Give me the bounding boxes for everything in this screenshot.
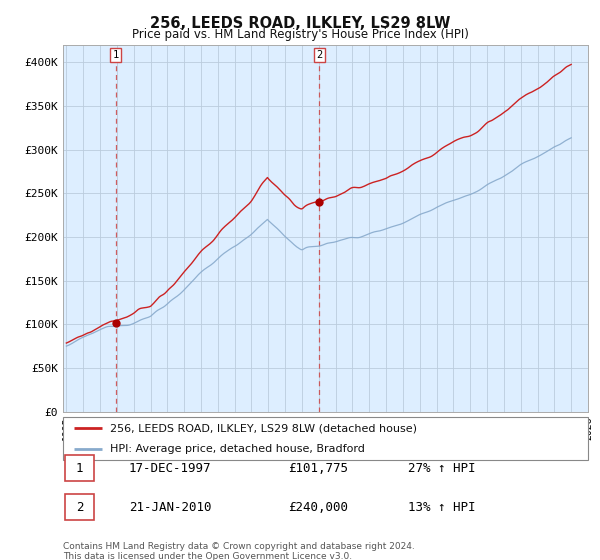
Text: Contains HM Land Registry data © Crown copyright and database right 2024.
This d: Contains HM Land Registry data © Crown c…	[63, 542, 415, 560]
Text: 1: 1	[112, 50, 119, 60]
Text: 256, LEEDS ROAD, ILKLEY, LS29 8LW (detached house): 256, LEEDS ROAD, ILKLEY, LS29 8LW (detac…	[110, 423, 417, 433]
Text: £101,775: £101,775	[288, 461, 348, 475]
Text: 2: 2	[316, 50, 323, 60]
Text: 2: 2	[76, 501, 83, 514]
Text: £240,000: £240,000	[288, 501, 348, 514]
Text: 256, LEEDS ROAD, ILKLEY, LS29 8LW: 256, LEEDS ROAD, ILKLEY, LS29 8LW	[150, 16, 450, 31]
Text: 21-JAN-2010: 21-JAN-2010	[129, 501, 212, 514]
Text: 27% ↑ HPI: 27% ↑ HPI	[408, 461, 476, 475]
Text: 17-DEC-1997: 17-DEC-1997	[129, 461, 212, 475]
Text: Price paid vs. HM Land Registry's House Price Index (HPI): Price paid vs. HM Land Registry's House …	[131, 28, 469, 41]
Text: HPI: Average price, detached house, Bradford: HPI: Average price, detached house, Brad…	[110, 444, 365, 454]
Text: 1: 1	[76, 461, 83, 475]
Text: 13% ↑ HPI: 13% ↑ HPI	[408, 501, 476, 514]
